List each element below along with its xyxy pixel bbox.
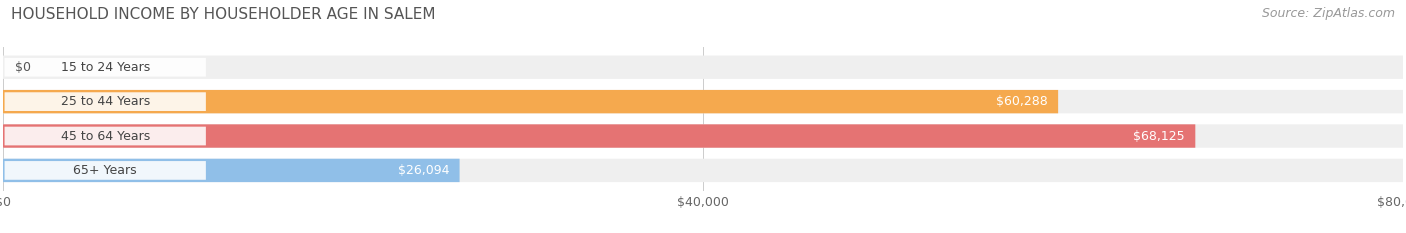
FancyBboxPatch shape <box>3 159 460 182</box>
FancyBboxPatch shape <box>4 127 205 145</box>
Text: 45 to 64 Years: 45 to 64 Years <box>60 130 150 143</box>
Text: 65+ Years: 65+ Years <box>73 164 136 177</box>
Text: 25 to 44 Years: 25 to 44 Years <box>60 95 150 108</box>
Text: $60,288: $60,288 <box>995 95 1047 108</box>
FancyBboxPatch shape <box>3 159 1403 182</box>
FancyBboxPatch shape <box>4 92 205 111</box>
FancyBboxPatch shape <box>3 124 1195 148</box>
Text: $26,094: $26,094 <box>398 164 449 177</box>
FancyBboxPatch shape <box>3 124 1403 148</box>
Text: 15 to 24 Years: 15 to 24 Years <box>60 61 150 74</box>
Text: $68,125: $68,125 <box>1133 130 1185 143</box>
FancyBboxPatch shape <box>3 55 1403 79</box>
FancyBboxPatch shape <box>4 58 205 77</box>
Text: Source: ZipAtlas.com: Source: ZipAtlas.com <box>1261 7 1395 20</box>
Text: $0: $0 <box>15 61 31 74</box>
FancyBboxPatch shape <box>4 161 205 180</box>
Text: HOUSEHOLD INCOME BY HOUSEHOLDER AGE IN SALEM: HOUSEHOLD INCOME BY HOUSEHOLDER AGE IN S… <box>11 7 436 22</box>
FancyBboxPatch shape <box>3 90 1059 113</box>
FancyBboxPatch shape <box>3 90 1403 113</box>
